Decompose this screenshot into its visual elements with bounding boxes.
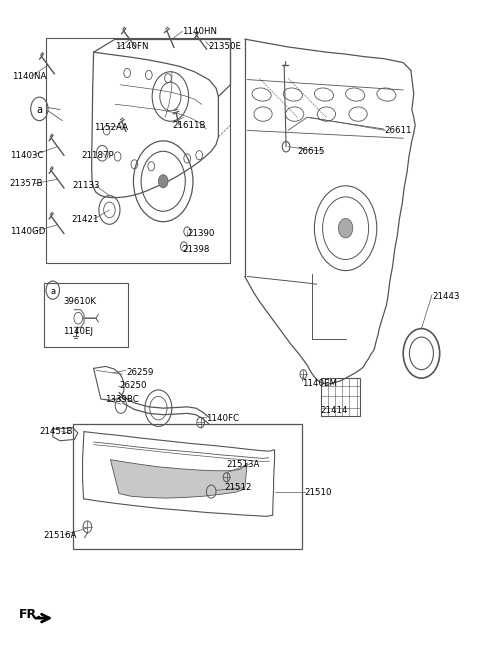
Text: 21350E: 21350E: [209, 42, 242, 52]
Circle shape: [338, 218, 353, 238]
Text: 1140NA: 1140NA: [12, 72, 47, 81]
Text: 26615: 26615: [298, 147, 325, 156]
Circle shape: [158, 175, 168, 188]
Text: 1339BC: 1339BC: [105, 394, 138, 404]
Text: 26611: 26611: [384, 126, 411, 135]
Polygon shape: [110, 460, 247, 498]
Text: a: a: [50, 287, 55, 296]
Text: FR.: FR.: [19, 608, 42, 621]
Text: 21133: 21133: [72, 181, 99, 190]
Text: 26259: 26259: [126, 368, 154, 378]
Text: 1140EM: 1140EM: [302, 379, 337, 388]
Bar: [73, 424, 302, 549]
Text: 21513A: 21513A: [227, 460, 260, 469]
Text: 39610K: 39610K: [63, 297, 96, 306]
Text: 26250: 26250: [119, 381, 146, 391]
Text: a: a: [36, 105, 42, 115]
Bar: [46, 38, 230, 263]
Text: 21516A: 21516A: [43, 531, 77, 541]
Text: 1140FC: 1140FC: [206, 414, 240, 423]
Text: 21421: 21421: [71, 215, 98, 224]
Text: 1140EJ: 1140EJ: [63, 327, 93, 336]
Text: 1140GD: 1140GD: [10, 227, 45, 236]
Text: 21451B: 21451B: [39, 427, 73, 436]
Text: 21390: 21390: [187, 229, 215, 238]
Text: 21510: 21510: [305, 488, 332, 497]
Bar: [321, 378, 360, 416]
Text: 21512: 21512: [225, 483, 252, 492]
Text: 1140HN: 1140HN: [182, 27, 217, 36]
Text: 11403C: 11403C: [10, 151, 43, 160]
Text: 21414: 21414: [321, 406, 348, 415]
Text: 1152AA: 1152AA: [94, 123, 128, 132]
Text: 21443: 21443: [432, 292, 459, 301]
Bar: [44, 283, 128, 347]
Text: 21187P: 21187P: [82, 151, 114, 160]
Text: 21398: 21398: [182, 244, 210, 254]
Text: 21611B: 21611B: [173, 121, 206, 130]
Text: 1140FN: 1140FN: [115, 42, 149, 52]
Text: 21357B: 21357B: [10, 179, 43, 188]
